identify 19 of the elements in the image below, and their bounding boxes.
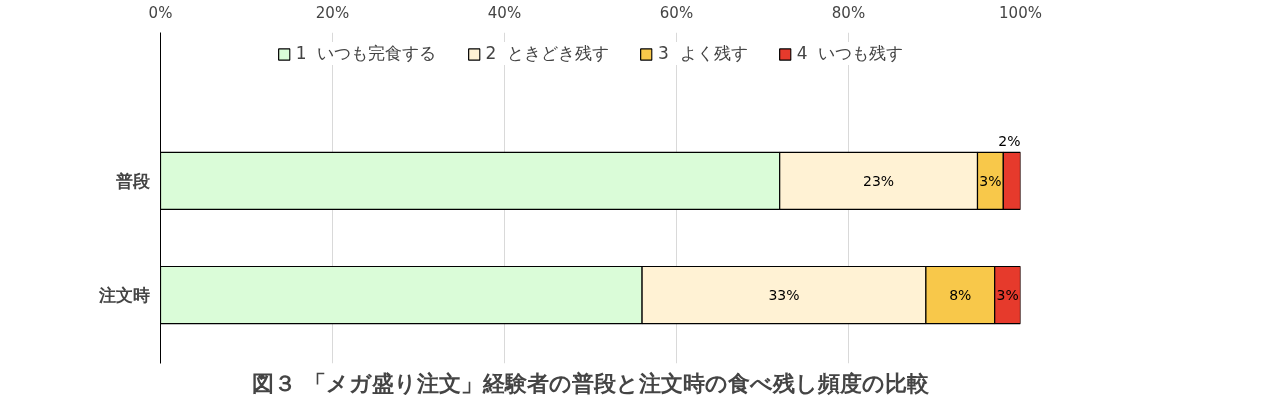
- x-tick-label: 100%: [999, 3, 1042, 22]
- x-tick-label: 20%: [315, 3, 350, 22]
- y-tick-label: 普段: [114, 170, 151, 191]
- x-tick-label: 0%: [148, 3, 173, 22]
- y-tick-label: 注文時: [97, 285, 150, 306]
- data-label: 3%: [996, 287, 1019, 304]
- data-label: 23%: [863, 172, 895, 189]
- legend-label: 1 いつも完食する: [295, 42, 437, 65]
- data-label: 33%: [768, 287, 800, 304]
- legend-label: 2 ときどき残す: [485, 42, 609, 65]
- x-tick-label: 80%: [831, 3, 866, 22]
- data-label: 2%: [998, 133, 1021, 150]
- data-label: 8%: [949, 287, 972, 304]
- legend-label: 4 いつも残す: [796, 42, 904, 65]
- legend-label: 3 よく残す: [658, 42, 748, 65]
- x-tick-label: 40%: [487, 3, 522, 22]
- text: 図３ 「メガ盛り注文」経験者の普段と注文時の食べ残し頻度の比較: [252, 370, 930, 396]
- data-label: 3%: [979, 172, 1002, 189]
- x-tick-label: 60%: [659, 3, 694, 22]
